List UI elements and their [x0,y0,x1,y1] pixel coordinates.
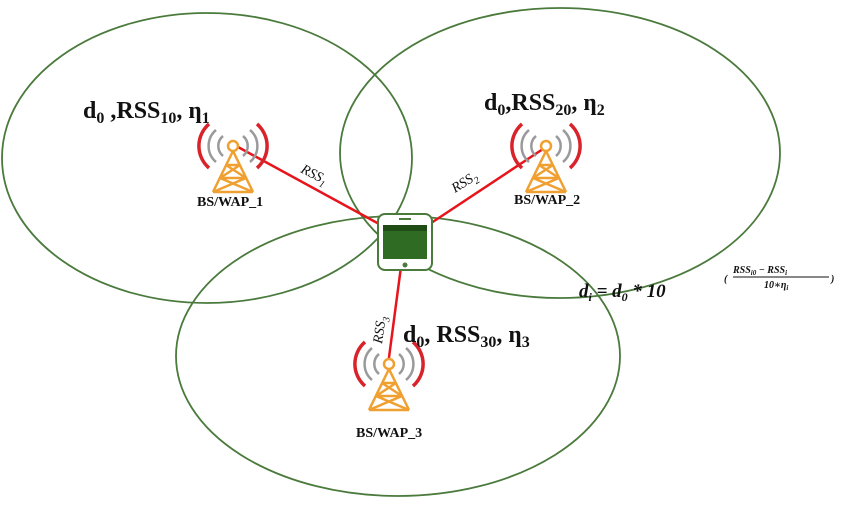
station-params-1: d0 ,RSS10, ƞ1 [83,98,210,127]
svg-text:): ) [830,274,834,285]
station-label-2: BS/WAP_2 [514,193,580,208]
rss-label-2: RSS2 [448,169,482,199]
station-label-1: BS/WAP_1 [197,195,263,210]
svg-text:(: ( [724,274,728,285]
svg-text:di = d0 * 10: di = d0 * 10 [579,281,666,304]
station-params-3: d0, RSS30, ƞ3 [403,322,530,351]
rss-label-3: RSS3 [371,315,393,346]
svg-text:10∗ƞi: 10∗ƞi [764,280,788,292]
station-params-2: d0,RSS20, ƞ2 [484,90,605,119]
distance-formula: di = d0 * 10 ( RSSi0 − RSSi 10∗ƞi ) [579,265,834,304]
mobile-device [378,214,432,270]
svg-text:RSSi0 − RSSi: RSSi0 − RSSi [732,265,787,277]
coverage-circle-1 [2,13,412,303]
station-label-3: BS/WAP_3 [356,426,422,441]
tower-icon-2 [512,124,580,192]
